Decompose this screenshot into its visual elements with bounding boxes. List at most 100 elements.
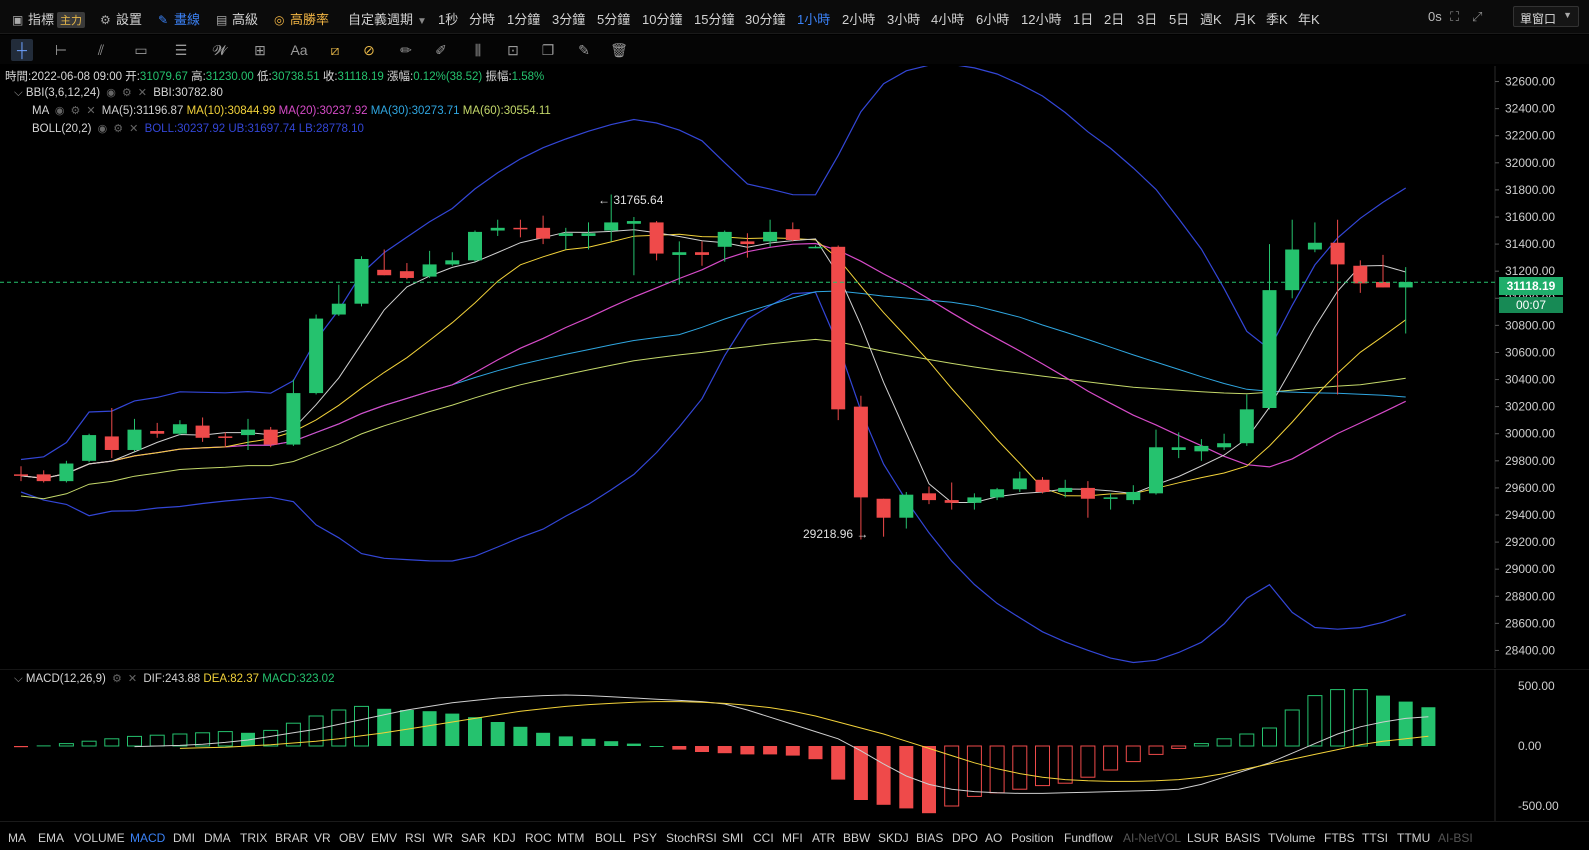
copy-icon[interactable]: ❐ — [541, 42, 555, 58]
indicator-tab-trix[interactable]: TRIX — [240, 831, 268, 845]
interval-tab-13[interactable]: 12小時 — [1021, 12, 1062, 27]
candles-icon[interactable]: ⫼ — [474, 42, 482, 58]
interval-tab-20[interactable]: 季K — [1266, 12, 1288, 27]
candle[interactable] — [876, 498, 891, 537]
close-icon[interactable]: ✕ — [86, 105, 96, 117]
interval-tab-21[interactable]: 年K — [1298, 12, 1320, 27]
candle[interactable] — [309, 314, 324, 395]
candle[interactable] — [944, 482, 959, 510]
interval-tab-10[interactable]: 3小時 — [887, 12, 921, 27]
indicator-tab-fundflow[interactable]: Fundflow — [1064, 831, 1113, 845]
indicator-tab-atr[interactable]: ATR — [812, 831, 836, 845]
candle[interactable] — [853, 395, 868, 540]
candle[interactable] — [1194, 439, 1209, 461]
collapse-icon[interactable]: ⌵ — [14, 87, 23, 99]
interval-tab-15[interactable]: 2日 — [1104, 12, 1125, 27]
close-icon[interactable]: ✕ — [127, 673, 138, 685]
candle[interactable] — [1307, 222, 1322, 253]
candle[interactable] — [399, 263, 414, 280]
candle[interactable] — [241, 418, 255, 450]
interval-tab-9[interactable]: 2小時 — [842, 12, 876, 27]
indicator-tab-boll[interactable]: BOLL — [595, 831, 626, 845]
window-mode-select[interactable]: 單窗口 ▼ — [1513, 6, 1579, 27]
candle[interactable] — [740, 233, 755, 258]
indicators-menu[interactable]: ▣ 指標 主力 — [12, 9, 86, 28]
indicator-tab-roc[interactable]: ROC — [525, 831, 552, 845]
candle[interactable] — [172, 420, 187, 436]
candle[interactable] — [967, 493, 982, 510]
candle[interactable] — [1103, 493, 1118, 510]
candle[interactable] — [581, 222, 596, 250]
candle[interactable] — [422, 250, 437, 278]
indicator-tab-emv[interactable]: EMV — [371, 831, 398, 845]
interval-tab-16[interactable]: 3日 — [1137, 12, 1158, 27]
candle[interactable] — [1171, 432, 1186, 459]
indicator-tab-mtm[interactable]: MTM — [557, 831, 585, 845]
candle[interactable] — [1239, 394, 1254, 446]
eye-icon[interactable]: ◉ — [97, 123, 108, 135]
candle[interactable] — [445, 252, 460, 266]
candle[interactable] — [513, 219, 528, 238]
indicator-tab-vr[interactable]: VR — [314, 831, 331, 845]
candle[interactable] — [536, 215, 551, 245]
interval-tab-5[interactable]: 10分鐘 — [642, 12, 683, 27]
gear-icon[interactable]: ⚙ — [113, 123, 124, 135]
brush-icon[interactable]: ✐ — [435, 42, 447, 58]
candle[interactable] — [354, 256, 369, 307]
indicator-tab-ttsi[interactable]: TTSI — [1362, 831, 1388, 845]
indicator-tab-position[interactable]: Position — [1011, 831, 1054, 845]
candle[interactable] — [195, 417, 210, 442]
fullscreen-icon[interactable]: ⛶ — [1450, 9, 1460, 24]
indicator-tab-ai-netvol[interactable]: AI-NetVOL — [1123, 831, 1182, 845]
interval-tab-1[interactable]: 分時 — [469, 12, 496, 27]
candle[interactable] — [104, 407, 119, 459]
indicator-tab-ao[interactable]: AO — [985, 831, 1003, 845]
candle[interactable] — [1126, 485, 1141, 505]
interval-tab-3[interactable]: 3分鐘 — [552, 12, 586, 27]
advanced-button[interactable]: ▤ 高級 — [216, 12, 259, 27]
interval-tab-2[interactable]: 1分鐘 — [507, 12, 541, 27]
indicator-tab-volume[interactable]: VOLUME — [74, 831, 125, 845]
candle[interactable] — [263, 426, 278, 448]
candle[interactable] — [14, 466, 28, 482]
high-win-rate-button[interactable]: ◎ 高勝率 — [274, 12, 330, 27]
interval-tab-12[interactable]: 6小時 — [976, 12, 1010, 27]
indicator-tab-cci[interactable]: CCI — [753, 831, 774, 845]
settings-button[interactable]: ⚙ 設置 — [100, 12, 143, 27]
macd-chart[interactable]: 500.00 0.00 -500.00 — [0, 669, 1589, 821]
interval-tab-11[interactable]: 4小時 — [931, 12, 965, 27]
candle[interactable] — [218, 432, 233, 448]
text-icon[interactable]: Aa — [290, 42, 308, 58]
lock-draw-icon[interactable]: ⊘ — [363, 42, 375, 58]
collapse-icon[interactable]: ⌵ — [14, 673, 23, 685]
candle[interactable] — [558, 227, 573, 250]
candle[interactable] — [1035, 477, 1050, 494]
interval-tab-19[interactable]: 月K — [1234, 12, 1256, 27]
candle[interactable] — [1262, 244, 1277, 410]
interval-tab-7[interactable]: 30分鐘 — [745, 12, 786, 27]
indicator-tab-dma[interactable]: DMA — [204, 831, 231, 845]
candle[interactable] — [717, 230, 732, 262]
crosshair-icon[interactable]: ┼ — [11, 39, 33, 61]
indicator-tab-sar[interactable]: SAR — [461, 831, 486, 845]
wave-icon[interactable]: 𝓦 — [212, 42, 228, 58]
indicator-tab-lsur[interactable]: LSUR — [1187, 831, 1220, 845]
price-chart[interactable]: 32600.00 32400.00 32200.00 32000.00 31800.00… — [0, 66, 1589, 668]
interval-tab-8[interactable]: 1小時 — [797, 12, 831, 27]
indicator-tab-smi[interactable]: SMI — [722, 831, 744, 845]
indicator-tab-dpo[interactable]: DPO — [952, 831, 979, 845]
eye-icon[interactable]: ◉ — [106, 87, 116, 99]
lock-icon[interactable]: ⊡ — [507, 42, 519, 58]
eye-icon[interactable]: ◉ — [54, 105, 65, 117]
candle[interactable] — [626, 217, 641, 276]
measure-icon[interactable]: ⊞ — [254, 42, 266, 58]
candle[interactable] — [1398, 267, 1413, 334]
candle[interactable] — [468, 230, 482, 262]
candle[interactable] — [990, 487, 1005, 501]
interval-tab-14[interactable]: 1日 — [1073, 12, 1094, 27]
candle[interactable] — [150, 422, 165, 438]
candle[interactable] — [59, 460, 74, 483]
indicator-tab-bias[interactable]: BIAS — [916, 831, 944, 845]
candle[interactable] — [1285, 219, 1300, 299]
trend-line-icon[interactable]: ⫽ — [97, 42, 105, 58]
